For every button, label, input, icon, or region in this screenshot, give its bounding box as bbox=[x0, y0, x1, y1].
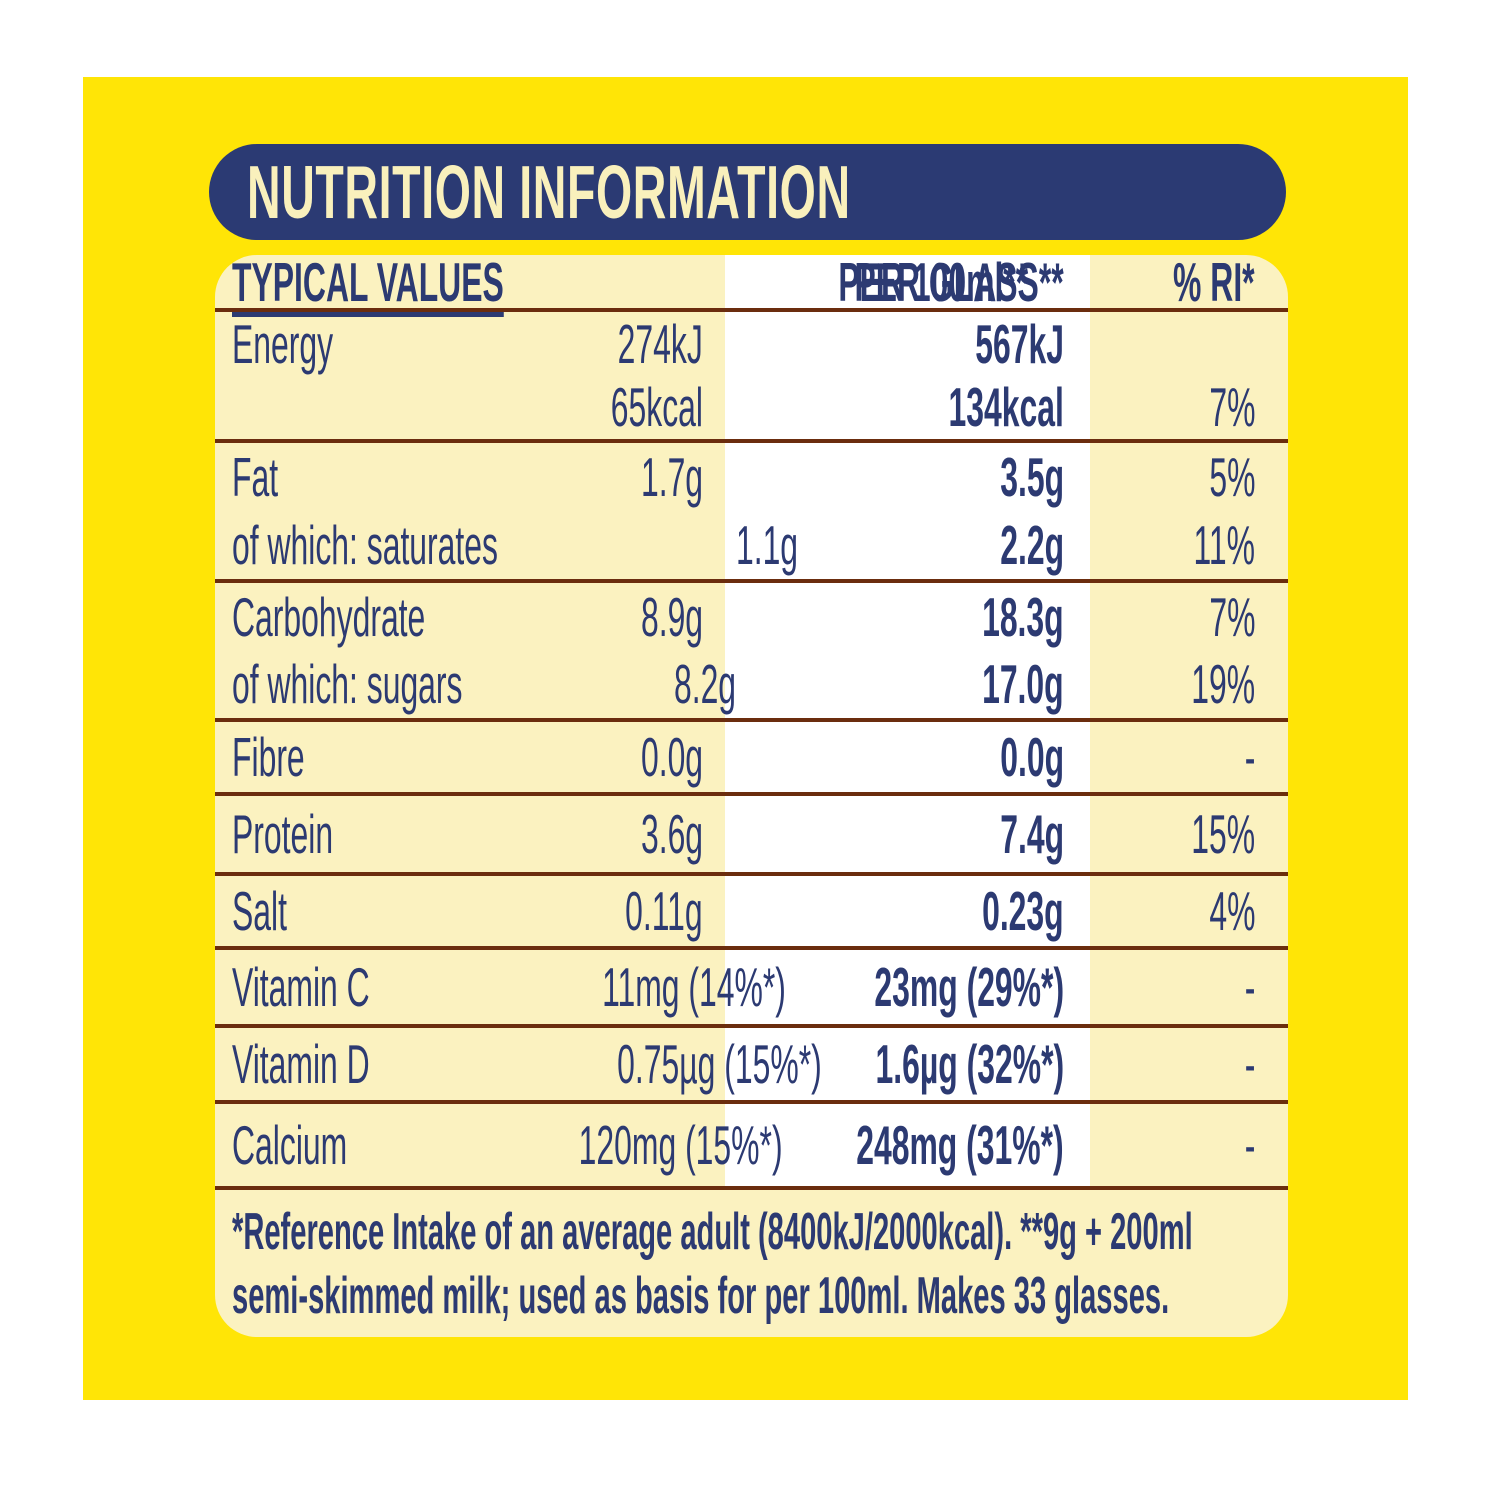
ri-value: 15% bbox=[1191, 802, 1255, 865]
per-100ml-value: 0.11g bbox=[625, 879, 703, 942]
ri-value: 11% bbox=[1193, 513, 1255, 576]
nutrient-label: Energy bbox=[232, 312, 334, 375]
footnote-line-1: *Reference Intake of an average adult (8… bbox=[232, 1203, 1193, 1261]
table-row-fat: Fat 1.7g 3.5g 5% of which: saturates 1.1… bbox=[215, 443, 1288, 583]
nutrient-label: Salt bbox=[232, 879, 287, 942]
per-glass-value: 23mg (29%*) bbox=[874, 955, 1064, 1018]
col-header-percent-ri: % RI* bbox=[1173, 255, 1255, 313]
nutrient-label: Calcium bbox=[232, 1113, 348, 1176]
per-100ml-value: 3.6g bbox=[640, 802, 703, 865]
per-glass-value: 567kJ bbox=[975, 312, 1064, 375]
nutrient-sublabel: of which: saturates bbox=[232, 513, 498, 576]
nutrition-table-panel: TYPICAL VALUES PER 100ml** PER GLASS** %… bbox=[215, 255, 1288, 1337]
nutrient-label: Vitamin C bbox=[232, 955, 370, 1018]
col-header-per-100ml: PER 100ml** bbox=[837, 255, 1028, 313]
per-glass-value: 7.4g bbox=[1000, 802, 1064, 865]
per-glass-value: 248mg (31%*) bbox=[856, 1113, 1064, 1176]
nutrient-label: Carbohydrate bbox=[232, 585, 426, 648]
per-glass-highlight-stripe bbox=[725, 255, 1090, 1190]
nutrient-label: Vitamin D bbox=[232, 1032, 370, 1095]
ri-value: 7% bbox=[1208, 376, 1255, 438]
ri-value: 7% bbox=[1208, 585, 1255, 648]
table-row-vitamin-d: Vitamin D 0.75µg (15%*) 1.6µg (32%*) - bbox=[215, 1028, 1288, 1104]
table-row-fibre: Fibre 0.0g 0.0g - bbox=[215, 722, 1288, 796]
table-row-salt: Salt 0.11g 0.23g 4% bbox=[215, 876, 1288, 950]
table-row-calcium: Calcium 120mg (15%*) 248mg (31%*) - bbox=[215, 1104, 1288, 1190]
per-100ml-value: 65kcal bbox=[610, 376, 703, 438]
per-100ml-value: 1.1g bbox=[735, 513, 798, 576]
per-glass-value: 2.2g bbox=[1000, 513, 1064, 576]
header-pill: NUTRITION INFORMATION bbox=[209, 144, 1286, 240]
yellow-background: NUTRITION INFORMATION TYPICAL VALUES PER… bbox=[83, 77, 1408, 1400]
per-100ml-value: 8.9g bbox=[640, 585, 703, 648]
per-glass-value: 3.5g bbox=[1000, 445, 1064, 508]
col-header-per-glass: PER GLASS** bbox=[854, 255, 1064, 313]
per-100ml-value: 1.7g bbox=[640, 445, 703, 508]
per-100ml-value: 0.0g bbox=[640, 725, 703, 788]
table-row-carbohydrate: Carbohydrate 8.9g 18.3g 7% of which: sug… bbox=[215, 583, 1288, 722]
ri-value: - bbox=[1244, 725, 1255, 788]
per-100ml-value: 120mg (15%*) bbox=[578, 1113, 783, 1176]
table-row-vitamin-c: Vitamin C 11mg (14%*) 23mg (29%*) - bbox=[215, 950, 1288, 1028]
per-glass-value: 1.6µg (32%*) bbox=[875, 1032, 1064, 1095]
per-100ml-value: 274kJ bbox=[617, 312, 703, 375]
per-100ml-value: 0.75µg (15%*) bbox=[617, 1032, 823, 1095]
page-title: NUTRITION INFORMATION bbox=[247, 149, 851, 234]
table-row-protein: Protein 3.6g 7.4g 15% bbox=[215, 796, 1288, 876]
nutrient-label: Fibre bbox=[232, 725, 305, 788]
per-100ml-value: 8.2g bbox=[674, 653, 737, 715]
nutrient-sublabel: of which: sugars bbox=[232, 653, 463, 715]
ri-value: - bbox=[1244, 1032, 1255, 1095]
footnote: *Reference Intake of an average adult (8… bbox=[215, 1190, 1288, 1337]
footnote-line-2: semi-skimmed milk; used as basis for per… bbox=[232, 1267, 1170, 1325]
nutrient-label: Fat bbox=[232, 445, 279, 508]
ri-value: 19% bbox=[1191, 653, 1255, 715]
nutrient-label: Protein bbox=[232, 802, 334, 865]
per-glass-value: 0.23g bbox=[982, 879, 1064, 942]
per-glass-value: 17.0g bbox=[982, 653, 1064, 715]
per-glass-value: 0.0g bbox=[1000, 725, 1064, 788]
col-header-typical-values: TYPICAL VALUES bbox=[232, 255, 504, 313]
table-row-energy: Energy 274kJ 567kJ 65kcal 134kcal 7% bbox=[215, 312, 1288, 443]
per-glass-value: 134kcal bbox=[948, 376, 1064, 438]
ri-value: - bbox=[1244, 1113, 1255, 1176]
per-100ml-value: 11mg (14%*) bbox=[602, 955, 787, 1018]
ri-value: - bbox=[1244, 955, 1255, 1018]
per-glass-value: 18.3g bbox=[982, 585, 1064, 648]
table-header-row: TYPICAL VALUES PER 100ml** PER GLASS** %… bbox=[215, 255, 1288, 312]
ri-value: 4% bbox=[1208, 879, 1255, 942]
ri-value: 5% bbox=[1208, 445, 1255, 508]
